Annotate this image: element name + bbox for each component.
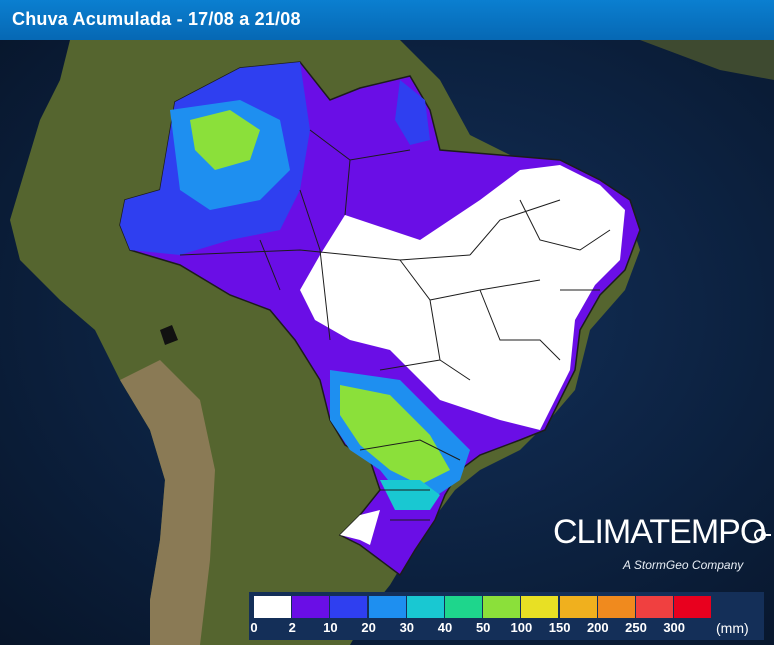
legend-swatch xyxy=(368,596,406,618)
lake-titicaca xyxy=(160,325,178,345)
legend-swatch xyxy=(483,596,521,618)
title-bar: Chuva Acumulada - 17/08 a 21/08 xyxy=(0,0,774,41)
rain-band-south-teal xyxy=(380,480,440,510)
andes-region xyxy=(120,360,215,645)
legend-tick-label: 300 xyxy=(663,620,686,635)
legend-tick-label: 150 xyxy=(548,620,571,635)
legend-swatch xyxy=(674,596,712,618)
brand-name: CLIMATEMPO xyxy=(553,513,766,551)
legend-swatch xyxy=(636,596,673,618)
dry-area-central xyxy=(300,165,625,430)
legend-tick-label: 250 xyxy=(625,620,647,635)
rain-band-amapa xyxy=(395,80,430,145)
legend-tick-label: 40 xyxy=(437,620,453,635)
legend-tick-label: 10 xyxy=(323,620,338,635)
legend-tick-label: 2 xyxy=(288,620,296,635)
rain-band-northwest-green xyxy=(190,110,260,170)
legend-tick-label: 100 xyxy=(510,620,533,635)
brand-tagline: A StormGeo Company xyxy=(623,558,744,572)
legend-swatch xyxy=(406,596,444,618)
logo-arrow-icon xyxy=(754,529,771,541)
rain-band-south-central-green xyxy=(340,385,450,485)
precipitation-legend: 0 2 10 20 30 40 50 100 150 200 250 300 (mm) xyxy=(249,592,764,640)
legend-swatch xyxy=(559,596,597,618)
dry-area-south xyxy=(340,510,380,545)
legend-swatch xyxy=(292,596,330,618)
state-borders xyxy=(179,129,611,521)
map-title: Chuva Acumulada - 17/08 a 21/08 xyxy=(12,9,301,29)
legend-tick-label: 200 xyxy=(586,620,609,635)
legend-tick-label: 20 xyxy=(361,620,376,635)
rainfall-map[interactable] xyxy=(0,40,774,645)
legend-unit: (mm) xyxy=(716,620,749,636)
climatempo-logo: CLIMATEMPO A StormGeo Company xyxy=(553,512,773,582)
legend-swatch xyxy=(597,596,635,618)
legend-tick-label: 0 xyxy=(250,620,258,635)
legend-swatch xyxy=(254,596,291,618)
legend-swatch xyxy=(521,596,559,618)
legend-tick-label: 50 xyxy=(475,620,491,635)
legend-swatch xyxy=(445,596,482,618)
africa-landmass xyxy=(640,40,774,80)
legend-tick-label: 30 xyxy=(399,620,415,635)
legend-swatch xyxy=(330,596,368,618)
